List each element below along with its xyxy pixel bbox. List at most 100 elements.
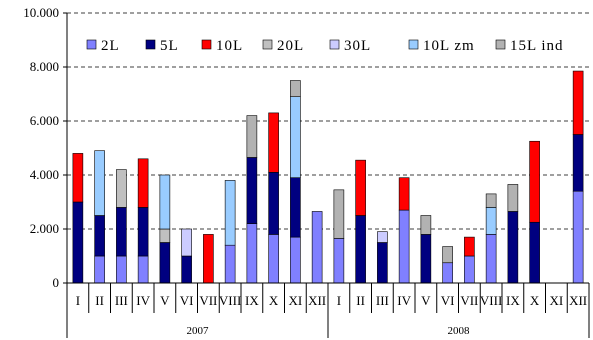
legend-swatch (86, 39, 97, 50)
x-tick-label: IV (397, 293, 411, 308)
bar-segment-5l (94, 215, 105, 257)
bar-segment-10l (398, 177, 410, 211)
legend-label: 30L (344, 38, 371, 54)
legend-swatch (329, 39, 340, 50)
bar-segment-5l (159, 242, 171, 284)
year-label: 2008 (448, 325, 471, 337)
bar-segment-10l (203, 234, 214, 284)
x-tick-label: VII (460, 293, 478, 308)
x-tick-label: XII (308, 293, 326, 308)
bar-segment-5l (181, 255, 192, 284)
x-tick-label: VII (199, 293, 217, 308)
x-tick-label: X (269, 293, 279, 308)
bar-segment-10l-zm (485, 207, 497, 235)
x-tick-label: VI (441, 293, 455, 308)
bar-segment-5l (420, 234, 432, 284)
y-tick-label: 10.000 (23, 5, 59, 20)
bar-segment-5l (246, 157, 258, 224)
y-tick-label: 6.000 (30, 113, 59, 128)
bar-segment-10l (464, 236, 475, 257)
legend-label: 10L zm (423, 38, 475, 54)
bar-segment-15l-ind (507, 184, 519, 212)
legend-label: 20L (277, 38, 304, 54)
bar-segment-5l (116, 207, 127, 257)
y-tick-label: 4.000 (30, 167, 59, 182)
y-tick-label: 2.000 (30, 221, 59, 236)
bar-segment-15l-ind (246, 115, 258, 158)
bar-segment-10l (137, 158, 149, 208)
bar-segment-5l (507, 211, 519, 284)
bar-segment-5l (377, 242, 388, 284)
bar-segment-10l-zm (290, 96, 301, 178)
x-tick-label: IX (245, 293, 259, 308)
y-tick-label: 0 (53, 275, 60, 290)
bar-segment-2l (137, 255, 149, 284)
bar-segment-2l (224, 244, 236, 284)
y-tick-label: 8.000 (30, 59, 59, 74)
x-tick-label: VIII (219, 293, 241, 308)
year-label: 2007 (187, 325, 210, 337)
x-tick-label: II (356, 293, 365, 308)
bar-segment-2l (116, 255, 127, 284)
legend-swatch (262, 39, 273, 50)
legend: 2L 5L 10L 20L 30L 10L zm 15L ind (86, 38, 564, 54)
legend-swatch (201, 39, 212, 50)
bar-segment-5l (137, 207, 149, 257)
bar-segment-10l (72, 153, 84, 203)
bar-segment-5l (72, 201, 84, 284)
bar-segment-10l (268, 112, 279, 173)
bar-segment-2l (246, 223, 258, 284)
bar-segment-15l-ind (442, 246, 453, 264)
bar-segment-2l (442, 262, 453, 284)
bar-segment-10l (572, 70, 584, 135)
bar-segment-2l (464, 255, 475, 284)
bar-segment-20l (159, 228, 171, 243)
bar-segment-2l (290, 236, 301, 284)
x-tick-label: VI (180, 293, 194, 308)
x-tick-label: VIII (480, 293, 502, 308)
bar-segment-10l (529, 140, 540, 223)
bar-segment-10l (355, 159, 366, 216)
bar-segment-20l (116, 169, 127, 208)
bar-segment-15l-ind (485, 193, 497, 208)
x-tick-label: III (115, 293, 128, 308)
x-tick-label: X (530, 293, 540, 308)
bar-segment-2l (311, 211, 323, 284)
bar-segment-2l (485, 234, 497, 284)
legend-swatch (495, 39, 506, 50)
legend-swatch (408, 39, 419, 50)
x-tick-label: I (76, 293, 80, 308)
bar-segment-10l-zm (94, 150, 105, 216)
x-tick-label: V (421, 293, 431, 308)
x-tick-label: II (95, 293, 104, 308)
x-tick-label: I (337, 293, 341, 308)
x-tick-label: V (160, 293, 170, 308)
bar-segment-2l (572, 190, 584, 284)
bar-segment-10l-zm (159, 174, 171, 230)
bar-segment-10l-zm (224, 180, 236, 246)
bar-segment-5l (572, 134, 584, 192)
bar-segment-5l (529, 221, 540, 284)
legend-label: 5L (160, 38, 179, 54)
x-tick-label: XI (550, 293, 564, 308)
bar-segment-15l-ind (420, 215, 432, 235)
legend-label: 2L (101, 38, 120, 54)
bar-segment-2l (398, 209, 410, 284)
bar-segment-5l (290, 177, 301, 238)
x-tick-label: XII (569, 293, 587, 308)
bar-segment-30l (377, 231, 388, 243)
x-tick-label: XI (289, 293, 303, 308)
bar-segment-15l-ind (333, 189, 345, 239)
bar-segment-2l (333, 238, 345, 284)
bar-stacks (72, 70, 584, 284)
x-tick-label: IX (506, 293, 520, 308)
legend-label: 10L (216, 38, 243, 54)
legend-label: 15L ind (510, 38, 564, 54)
bar-segment-15l-ind (290, 80, 301, 98)
legend-swatch (145, 39, 156, 50)
bar-segment-5l (355, 215, 366, 284)
bar-segment-5l (268, 172, 279, 235)
bar-segment-2l (268, 234, 279, 284)
